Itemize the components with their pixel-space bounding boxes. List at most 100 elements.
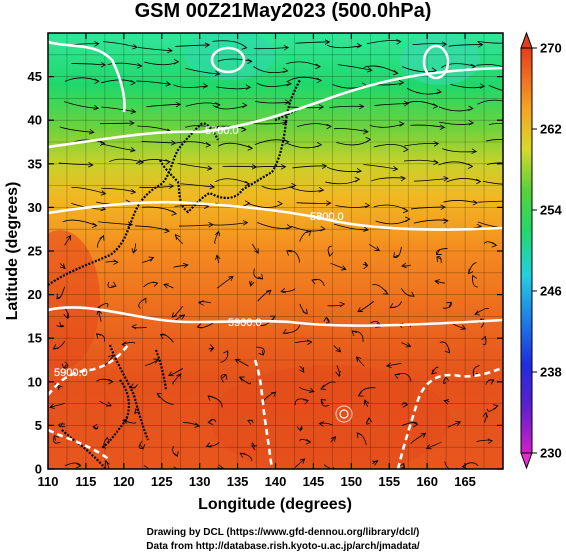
streamline-arrow — [389, 303, 396, 309]
streamline-arrow — [209, 183, 216, 190]
streamline-arrow — [475, 178, 482, 185]
streamline-arrow — [280, 164, 287, 170]
streamline-arrow — [374, 246, 381, 252]
streamline-arrow — [328, 251, 334, 258]
streamline-arrow — [335, 346, 342, 353]
streamline-arrow — [420, 432, 427, 438]
streamline-arrow — [467, 163, 474, 169]
streamline — [251, 166, 286, 168]
contour-label: 5900.0 — [228, 317, 262, 329]
y-tick-label: 15 — [28, 331, 42, 346]
streamline-arrow — [94, 78, 100, 84]
streamline-arrow — [286, 250, 292, 256]
streamline — [286, 76, 322, 82]
streamline — [356, 356, 365, 367]
streamline — [101, 106, 136, 113]
streamline-arrow — [400, 175, 406, 182]
streamline-arrow — [320, 225, 326, 232]
streamline-arrow — [108, 378, 114, 385]
streamline-arrow — [176, 373, 182, 379]
streamline — [326, 166, 362, 172]
streamline — [401, 264, 411, 267]
streamline-arrow — [433, 159, 439, 166]
streamline-arrow — [286, 224, 292, 230]
y-tick-label: 10 — [28, 374, 42, 389]
colorbar-tick-label: 238 — [540, 365, 562, 380]
streamline-arrow — [455, 420, 462, 427]
streamline-arrow — [324, 39, 331, 45]
streamline-arrow — [134, 408, 140, 414]
streamline-arrow — [248, 281, 255, 287]
x-tick-label: 135 — [227, 474, 249, 489]
streamline — [97, 309, 102, 322]
streamline-arrow — [173, 59, 180, 65]
streamline-arrow — [244, 180, 251, 187]
streamline-arrow — [479, 83, 486, 89]
streamline-arrow — [207, 395, 214, 401]
streamline — [369, 123, 404, 128]
streamline-arrow — [168, 183, 175, 189]
streamline-arrow — [215, 254, 221, 261]
streamline-arrow — [432, 103, 439, 109]
credit-data: Data from http://database.rish.kyoto-u.a… — [146, 541, 420, 552]
streamline-arrow — [299, 458, 306, 464]
streamline-arrow — [401, 262, 407, 269]
streamline-arrow — [130, 108, 137, 114]
streamline-arrow — [440, 204, 446, 211]
streamline-arrow — [165, 81, 172, 87]
streamline-arrow — [175, 234, 181, 240]
streamline-arrow — [164, 227, 170, 234]
streamline-arrow — [143, 470, 147, 475]
streamline — [213, 222, 248, 226]
colorbar: 230 238 246 254 262 270 — [520, 31, 562, 470]
streamline-arrow — [291, 182, 297, 189]
streamline-arrow — [182, 262, 189, 269]
streamline — [256, 346, 265, 356]
streamline — [107, 281, 117, 288]
streamline — [138, 441, 144, 450]
streamline — [214, 231, 220, 244]
streamline-arrow — [202, 83, 209, 89]
streamline-arrow — [372, 460, 379, 466]
streamline — [296, 202, 331, 204]
streamline-arrow — [171, 210, 177, 216]
streamline — [485, 139, 503, 142]
streamline-arrow — [358, 103, 365, 110]
streamline-arrow — [265, 289, 272, 296]
streamline-arrow — [251, 445, 258, 451]
streamline — [337, 64, 372, 71]
streamline-arrow — [507, 101, 511, 106]
streamline — [436, 248, 448, 255]
streamline — [101, 187, 136, 193]
streamline — [363, 164, 398, 170]
x-tick-label: 155 — [378, 474, 400, 489]
streamline-arrow — [296, 425, 303, 432]
streamline — [137, 46, 173, 52]
streamline — [250, 280, 252, 286]
streamline — [404, 142, 439, 147]
streamline-arrow — [75, 463, 82, 469]
y-axis-label: Latitude (degrees) — [4, 182, 21, 321]
streamline — [53, 435, 61, 444]
streamline-arrow — [398, 80, 405, 86]
streamline-arrow — [208, 344, 215, 350]
x-tick-label: 165 — [454, 474, 476, 489]
streamline-arrow — [282, 67, 289, 74]
streamline — [252, 243, 259, 254]
streamline — [410, 124, 445, 128]
streamline-arrow — [282, 119, 288, 126]
streamline — [145, 358, 159, 366]
streamline-arrow — [159, 334, 166, 340]
streamline — [403, 159, 439, 163]
streamline — [438, 106, 473, 112]
y-tick-label: 0 — [35, 462, 42, 477]
streamline-arrow — [156, 392, 163, 398]
streamline-arrow — [94, 41, 100, 47]
streamline-arrow — [214, 70, 221, 77]
streamline — [450, 83, 485, 89]
streamline-arrow — [56, 293, 62, 300]
streamline-arrow — [375, 322, 381, 328]
streamline-arrow — [167, 47, 173, 54]
streamline-arrow — [129, 120, 135, 126]
